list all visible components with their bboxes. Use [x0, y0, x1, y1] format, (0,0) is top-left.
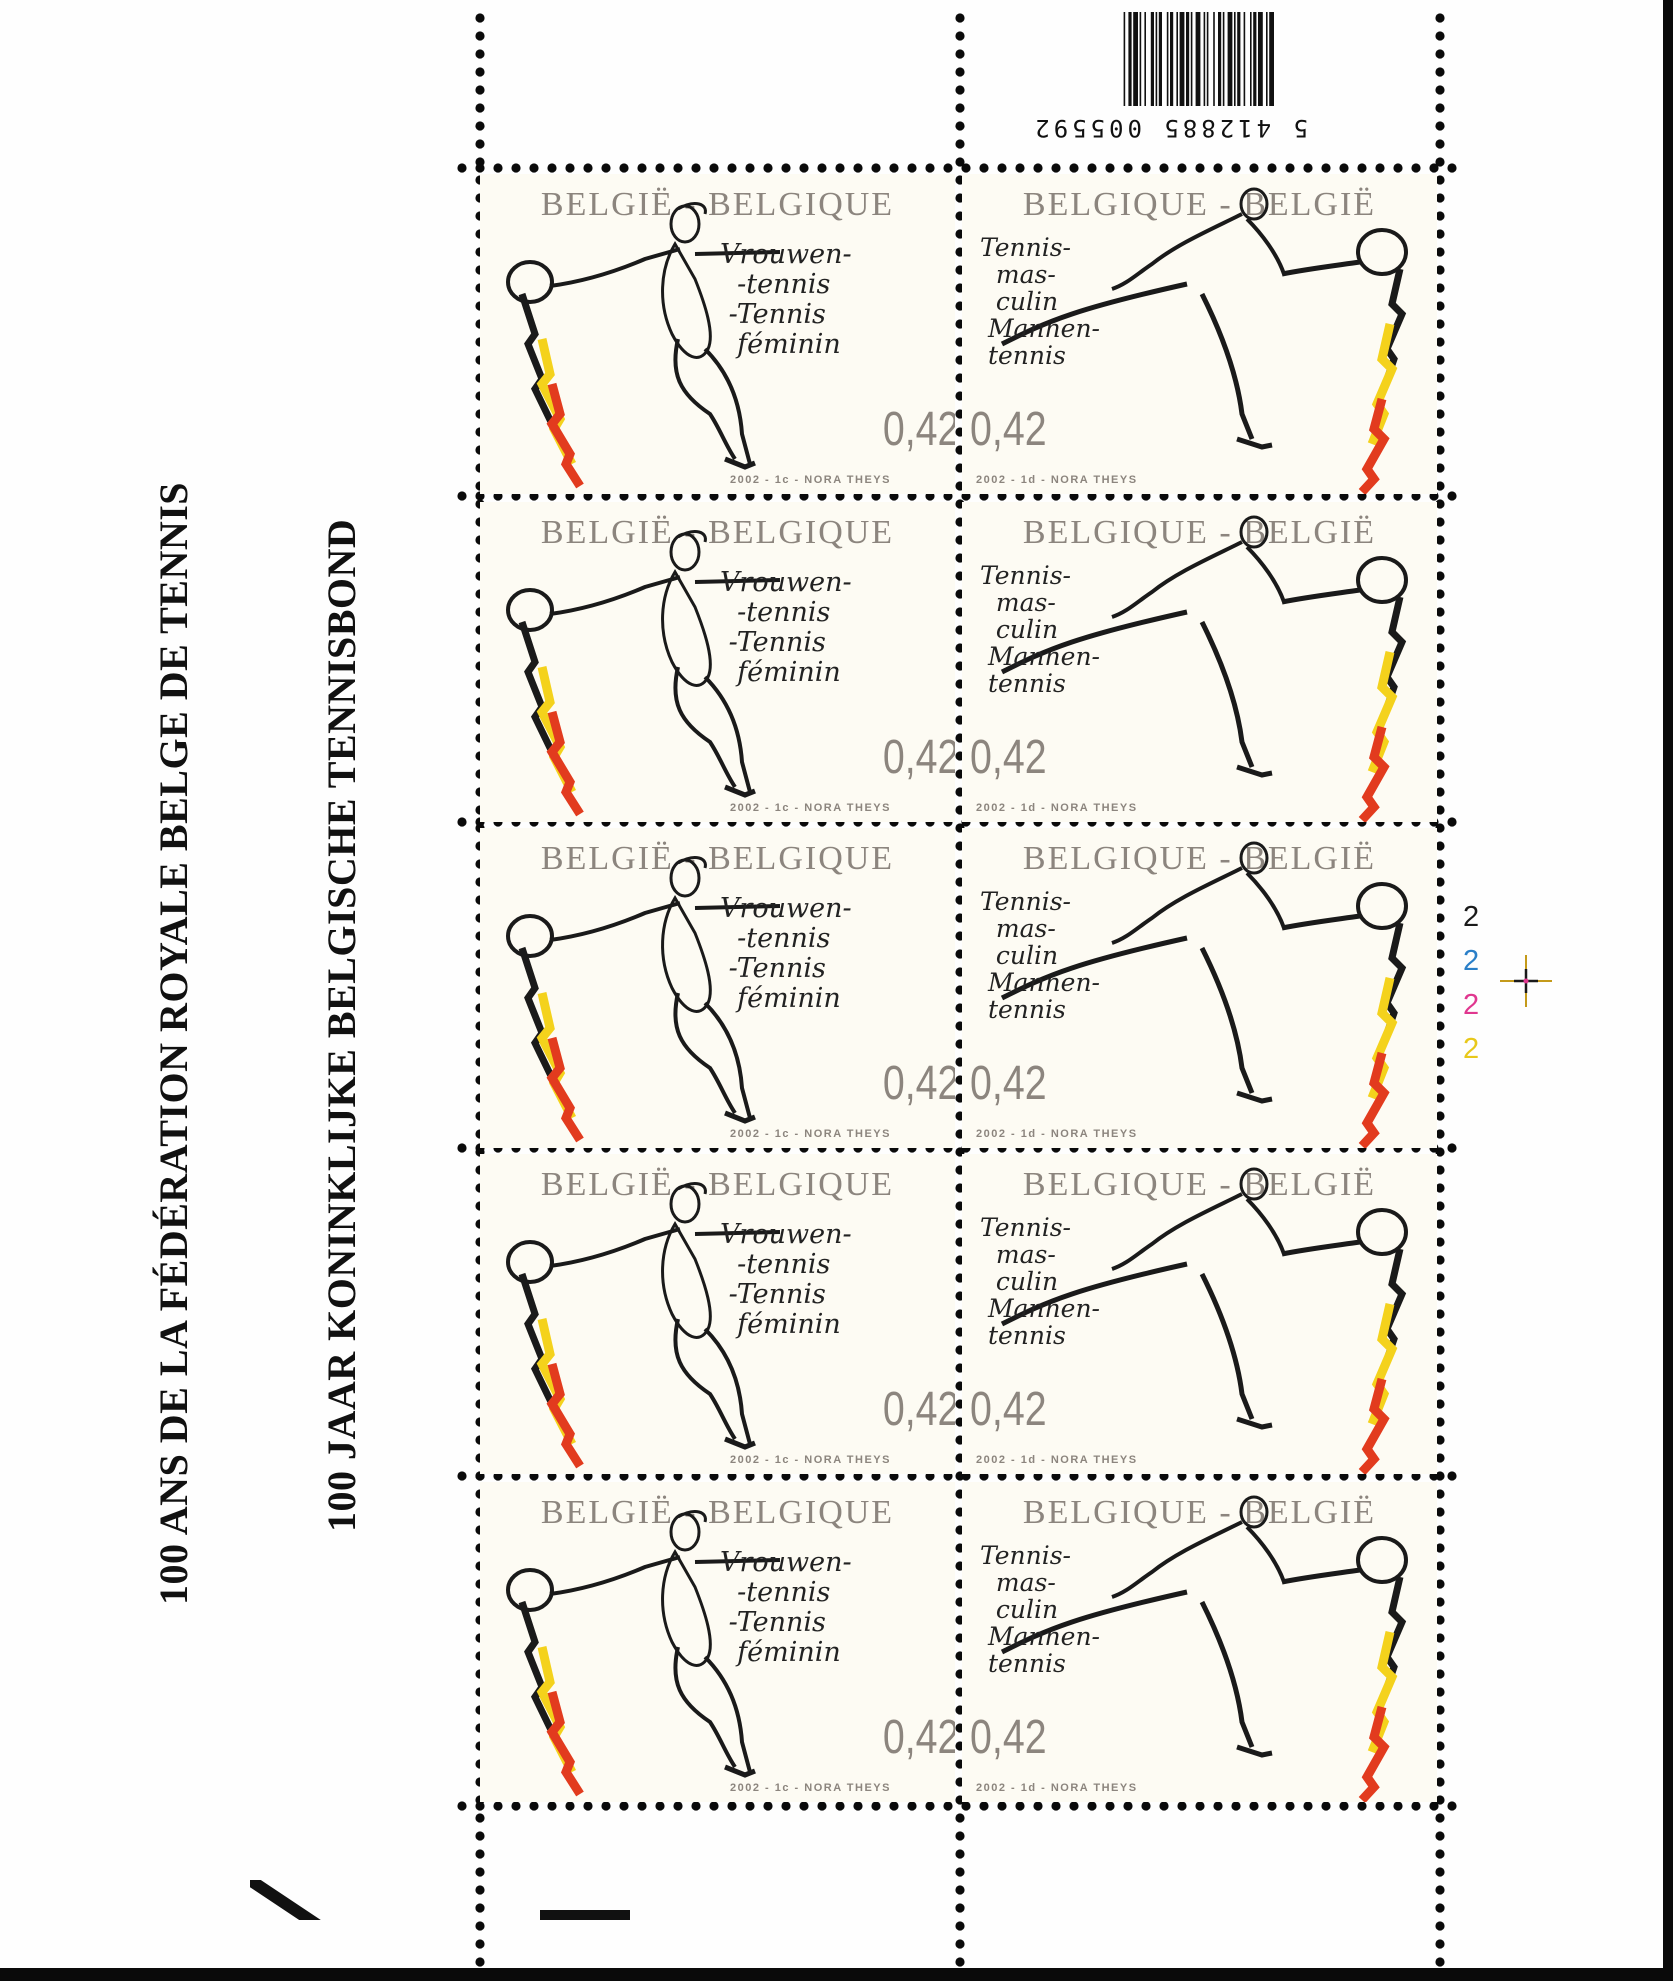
stamp-face-value: 0,42: [970, 403, 1047, 456]
male-tennis-player-illustration: [1000, 1495, 1408, 1802]
stamp-country: BELGIQUE - BELGIË: [1022, 840, 1377, 877]
stamp-country: BELGIQUE - BELGIË: [1022, 514, 1377, 551]
stamp-face-value: 0,42: [882, 1057, 955, 1110]
plate-number-black: 2: [1463, 901, 1480, 933]
stamp-womens-tennis: BELGIË - BELGIQUE Vrouwen- -tennis -Tenni…: [480, 828, 955, 1148]
stamp-face-value: 0,42: [882, 1383, 955, 1436]
barcode: 5 412885 005592: [1028, 8, 1308, 144]
stamp-mens-tennis: BELGIQUE - BELGIË Tennis- mas- culin Mann…: [962, 828, 1437, 1148]
edge-mark: [250, 1880, 630, 1920]
stamp-face-value: 0,42: [882, 1711, 955, 1764]
stamp-womens-tennis: BELGIË - BELGIQUE Vrouwen- -tennis -Tenni…: [480, 174, 955, 494]
stamp-credit-line: 2002 - 1c - NORA THEYS: [730, 802, 891, 814]
female-tennis-player-illustration: [506, 530, 781, 817]
female-tennis-player-illustration: [506, 856, 781, 1143]
stamp-womens-tennis: BELGIË - BELGIQUE Vrouwen- -tennis -Tenni…: [480, 502, 955, 822]
stamp-handwritten-title: Tennis- mas- culin Mannen- tennis: [980, 1541, 1100, 1678]
plate-numbers: 2 2 2 2: [1463, 895, 1479, 1071]
plate-number-magenta: 2: [1463, 989, 1480, 1021]
stamp-handwritten-title: Tennis- mas- culin Mannen- tennis: [980, 887, 1100, 1024]
barcode-bars: [1123, 12, 1274, 106]
stamp-handwritten-title: Vrouwen- -tennis -Tennis féminin: [720, 239, 852, 360]
stamp-credit-line: 2002 - 1d - NORA THEYS: [976, 1454, 1138, 1466]
stamp-country: BELGIË - BELGIQUE: [540, 1166, 895, 1203]
stamp-handwritten-title: Tennis- mas- culin Mannen- tennis: [980, 1213, 1100, 1350]
stamp-handwritten-title: Tennis- mas- culin Mannen- tennis: [980, 561, 1100, 698]
stamp-country: BELGIË - BELGIQUE: [540, 1494, 895, 1531]
stamp-mens-tennis: BELGIQUE - BELGIË Tennis- mas- culin Mann…: [962, 502, 1437, 822]
stamp-face-value: 0,42: [882, 731, 955, 784]
stamp-face-value: 0,42: [970, 731, 1047, 784]
stamp-womens-tennis: BELGIË - BELGIQUE Vrouwen- -tennis -Tenni…: [480, 1482, 955, 1802]
stamp-mens-tennis: BELGIQUE - BELGIË Tennis- mas- culin Mann…: [962, 174, 1437, 494]
male-tennis-player-illustration: [1000, 187, 1408, 494]
male-tennis-player-illustration: [1000, 841, 1408, 1148]
stamp-handwritten-title: Vrouwen- -tennis -Tennis féminin: [720, 567, 852, 688]
plate-number-cyan: 2: [1463, 945, 1480, 977]
stamp-face-value: 0,42: [970, 1383, 1047, 1436]
stamp-credit-line: 2002 - 1c - NORA THEYS: [730, 1454, 891, 1466]
female-tennis-player-illustration: [506, 1182, 781, 1469]
male-tennis-player-illustration: [1000, 1167, 1408, 1474]
female-tennis-player-illustration: [506, 1510, 781, 1797]
stamp-womens-tennis: BELGIË - BELGIQUE Vrouwen- -tennis -Tenni…: [480, 1154, 955, 1474]
stamp-handwritten-title: Vrouwen- -tennis -Tennis féminin: [720, 1547, 852, 1668]
stamp-credit-line: 2002 - 1d - NORA THEYS: [976, 802, 1138, 814]
male-tennis-player-illustration: [1000, 515, 1408, 822]
stamp-country: BELGIË - BELGIQUE: [540, 514, 895, 551]
stamp-credit-line: 2002 - 1d - NORA THEYS: [976, 1782, 1138, 1794]
stamp-handwritten-title: Vrouwen- -tennis -Tennis féminin: [720, 893, 852, 1014]
stamp-mens-tennis: BELGIQUE - BELGIË Tennis- mas- culin Mann…: [962, 1482, 1437, 1802]
stamp-credit-line: 2002 - 1c - NORA THEYS: [730, 1782, 891, 1794]
stamp-face-value: 0,42: [970, 1057, 1047, 1110]
stamp-face-value: 0,42: [882, 403, 955, 456]
registration-cross-icon: [1500, 955, 1552, 1007]
stamp-country: BELGIQUE - BELGIË: [1022, 1166, 1377, 1203]
stamp-country: BELGIË - BELGIQUE: [540, 840, 895, 877]
stamp-country: BELGIQUE - BELGIË: [1022, 186, 1377, 223]
stamp-credit-line: 2002 - 1d - NORA THEYS: [976, 1128, 1138, 1140]
female-tennis-player-illustration: [506, 202, 781, 489]
stamp-handwritten-title: Vrouwen- -tennis -Tennis féminin: [720, 1219, 852, 1340]
stamp-face-value: 0,42: [970, 1711, 1047, 1764]
stamp-handwritten-title: Tennis- mas- culin Mannen- tennis: [980, 233, 1100, 370]
stamp-credit-line: 2002 - 1c - NORA THEYS: [730, 1128, 891, 1140]
stamp-credit-line: 2002 - 1c - NORA THEYS: [730, 474, 891, 486]
stamp-credit-line: 2002 - 1d - NORA THEYS: [976, 474, 1138, 486]
stamp-mens-tennis: BELGIQUE - BELGIË Tennis- mas- culin Mann…: [962, 1154, 1437, 1474]
stamp-country: BELGIQUE - BELGIË: [1022, 1494, 1377, 1531]
plate-number-yellow: 2: [1463, 1033, 1480, 1065]
stamp-country: BELGIË - BELGIQUE: [540, 186, 895, 223]
